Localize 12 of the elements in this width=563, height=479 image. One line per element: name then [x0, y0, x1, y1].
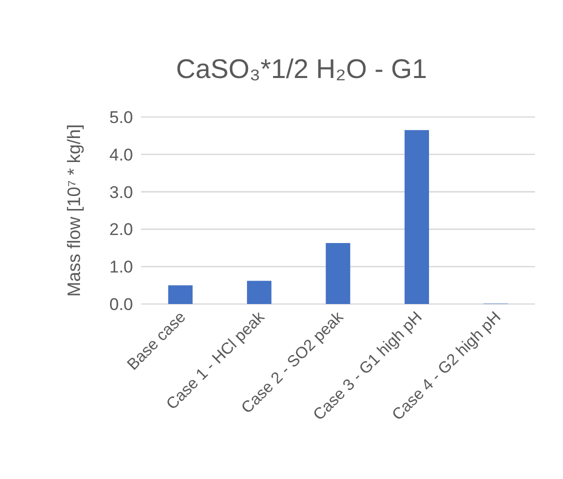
y-axis-title: Mass flow [10⁷ * kg/h]	[64, 124, 84, 297]
chart-title: CaSO₃*1/2 H₂O - G1	[176, 54, 428, 84]
y-tick-label: 1.0	[109, 258, 133, 277]
y-tick-label: 0.0	[109, 294, 133, 314]
bar	[326, 243, 350, 304]
y-tick-label: 5.0	[109, 108, 133, 127]
y-tick-label: 2.0	[109, 220, 133, 240]
bar	[168, 285, 193, 304]
bar	[246, 280, 272, 304]
bar	[404, 130, 430, 304]
y-tick-label: 4.0	[109, 145, 133, 164]
y-tick-label: 3.0	[109, 182, 133, 202]
